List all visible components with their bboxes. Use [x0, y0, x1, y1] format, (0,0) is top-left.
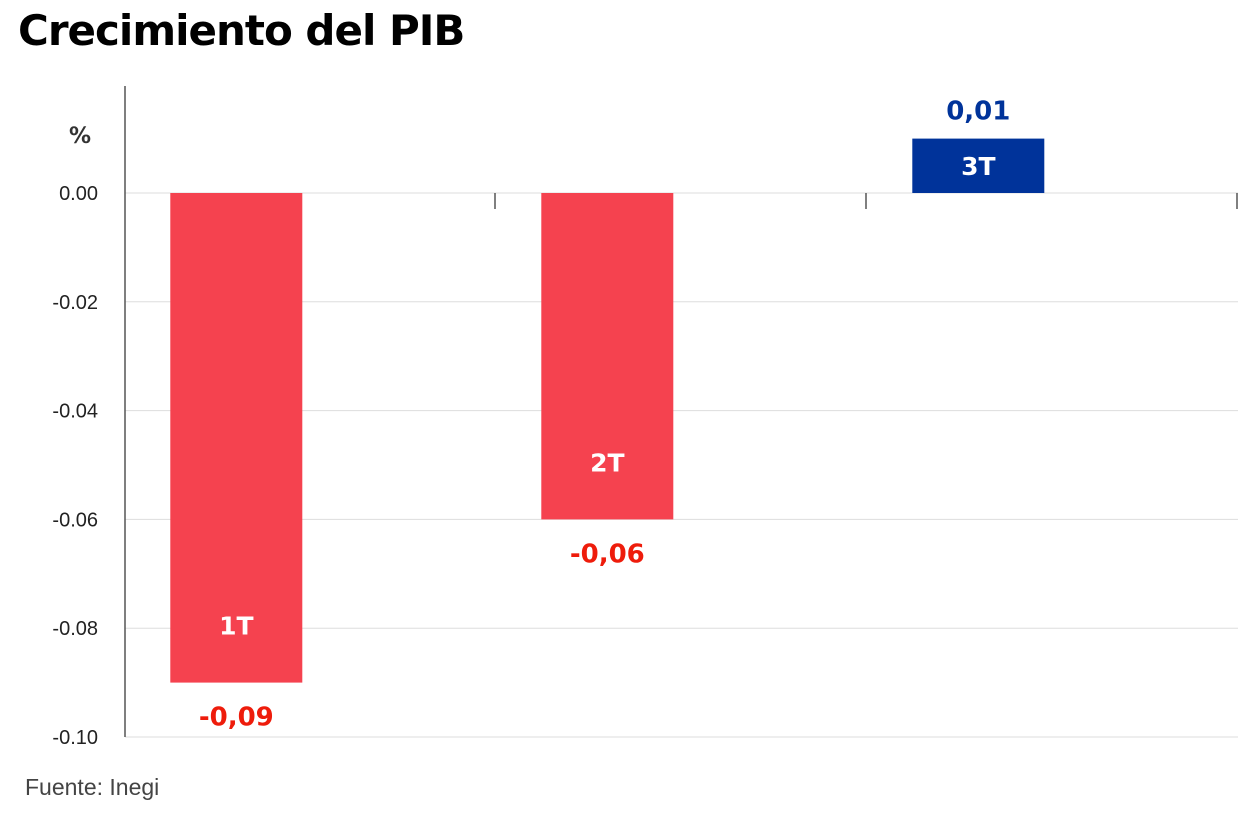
category-label: 3T [961, 152, 995, 181]
y-tick-label: -0.08 [52, 618, 98, 640]
data-label: -0,06 [570, 539, 645, 569]
grid-lines [125, 192, 1238, 738]
y-tick-label: -0.04 [52, 401, 98, 423]
category-label: 1T [219, 612, 253, 641]
bar-3T [912, 138, 1045, 193]
y-tick-label: 0.00 [59, 183, 98, 205]
y-tick-labels: 0.00 -0.02 -0.04 -0.06 -0.08 -0.10 [52, 183, 98, 749]
y-tick-label: -0.10 [52, 727, 98, 749]
y-tick-label: -0.06 [52, 509, 98, 531]
source-note: Fuente: Inegi [25, 774, 160, 800]
bars [170, 138, 1045, 683]
y-axis-unit-label: % [69, 124, 91, 149]
chart-title: Crecimiento del PIB [18, 6, 465, 55]
data-label: 0,01 [946, 97, 1010, 127]
bar-1T [170, 193, 303, 683]
data-label: -0,09 [199, 703, 274, 733]
bar-labels: 1T -0,09 2T -0,06 3T 0,01 [199, 97, 1011, 733]
gdp-bar-chart: % 0.00 -0.02 -0.04 -0.06 -0.08 -0.10 1T -0,09 2… [52, 86, 1238, 749]
y-tick-label: -0.02 [52, 292, 98, 314]
category-label: 2T [590, 448, 624, 477]
bar-2T [541, 193, 674, 520]
axes: % [69, 86, 1238, 737]
